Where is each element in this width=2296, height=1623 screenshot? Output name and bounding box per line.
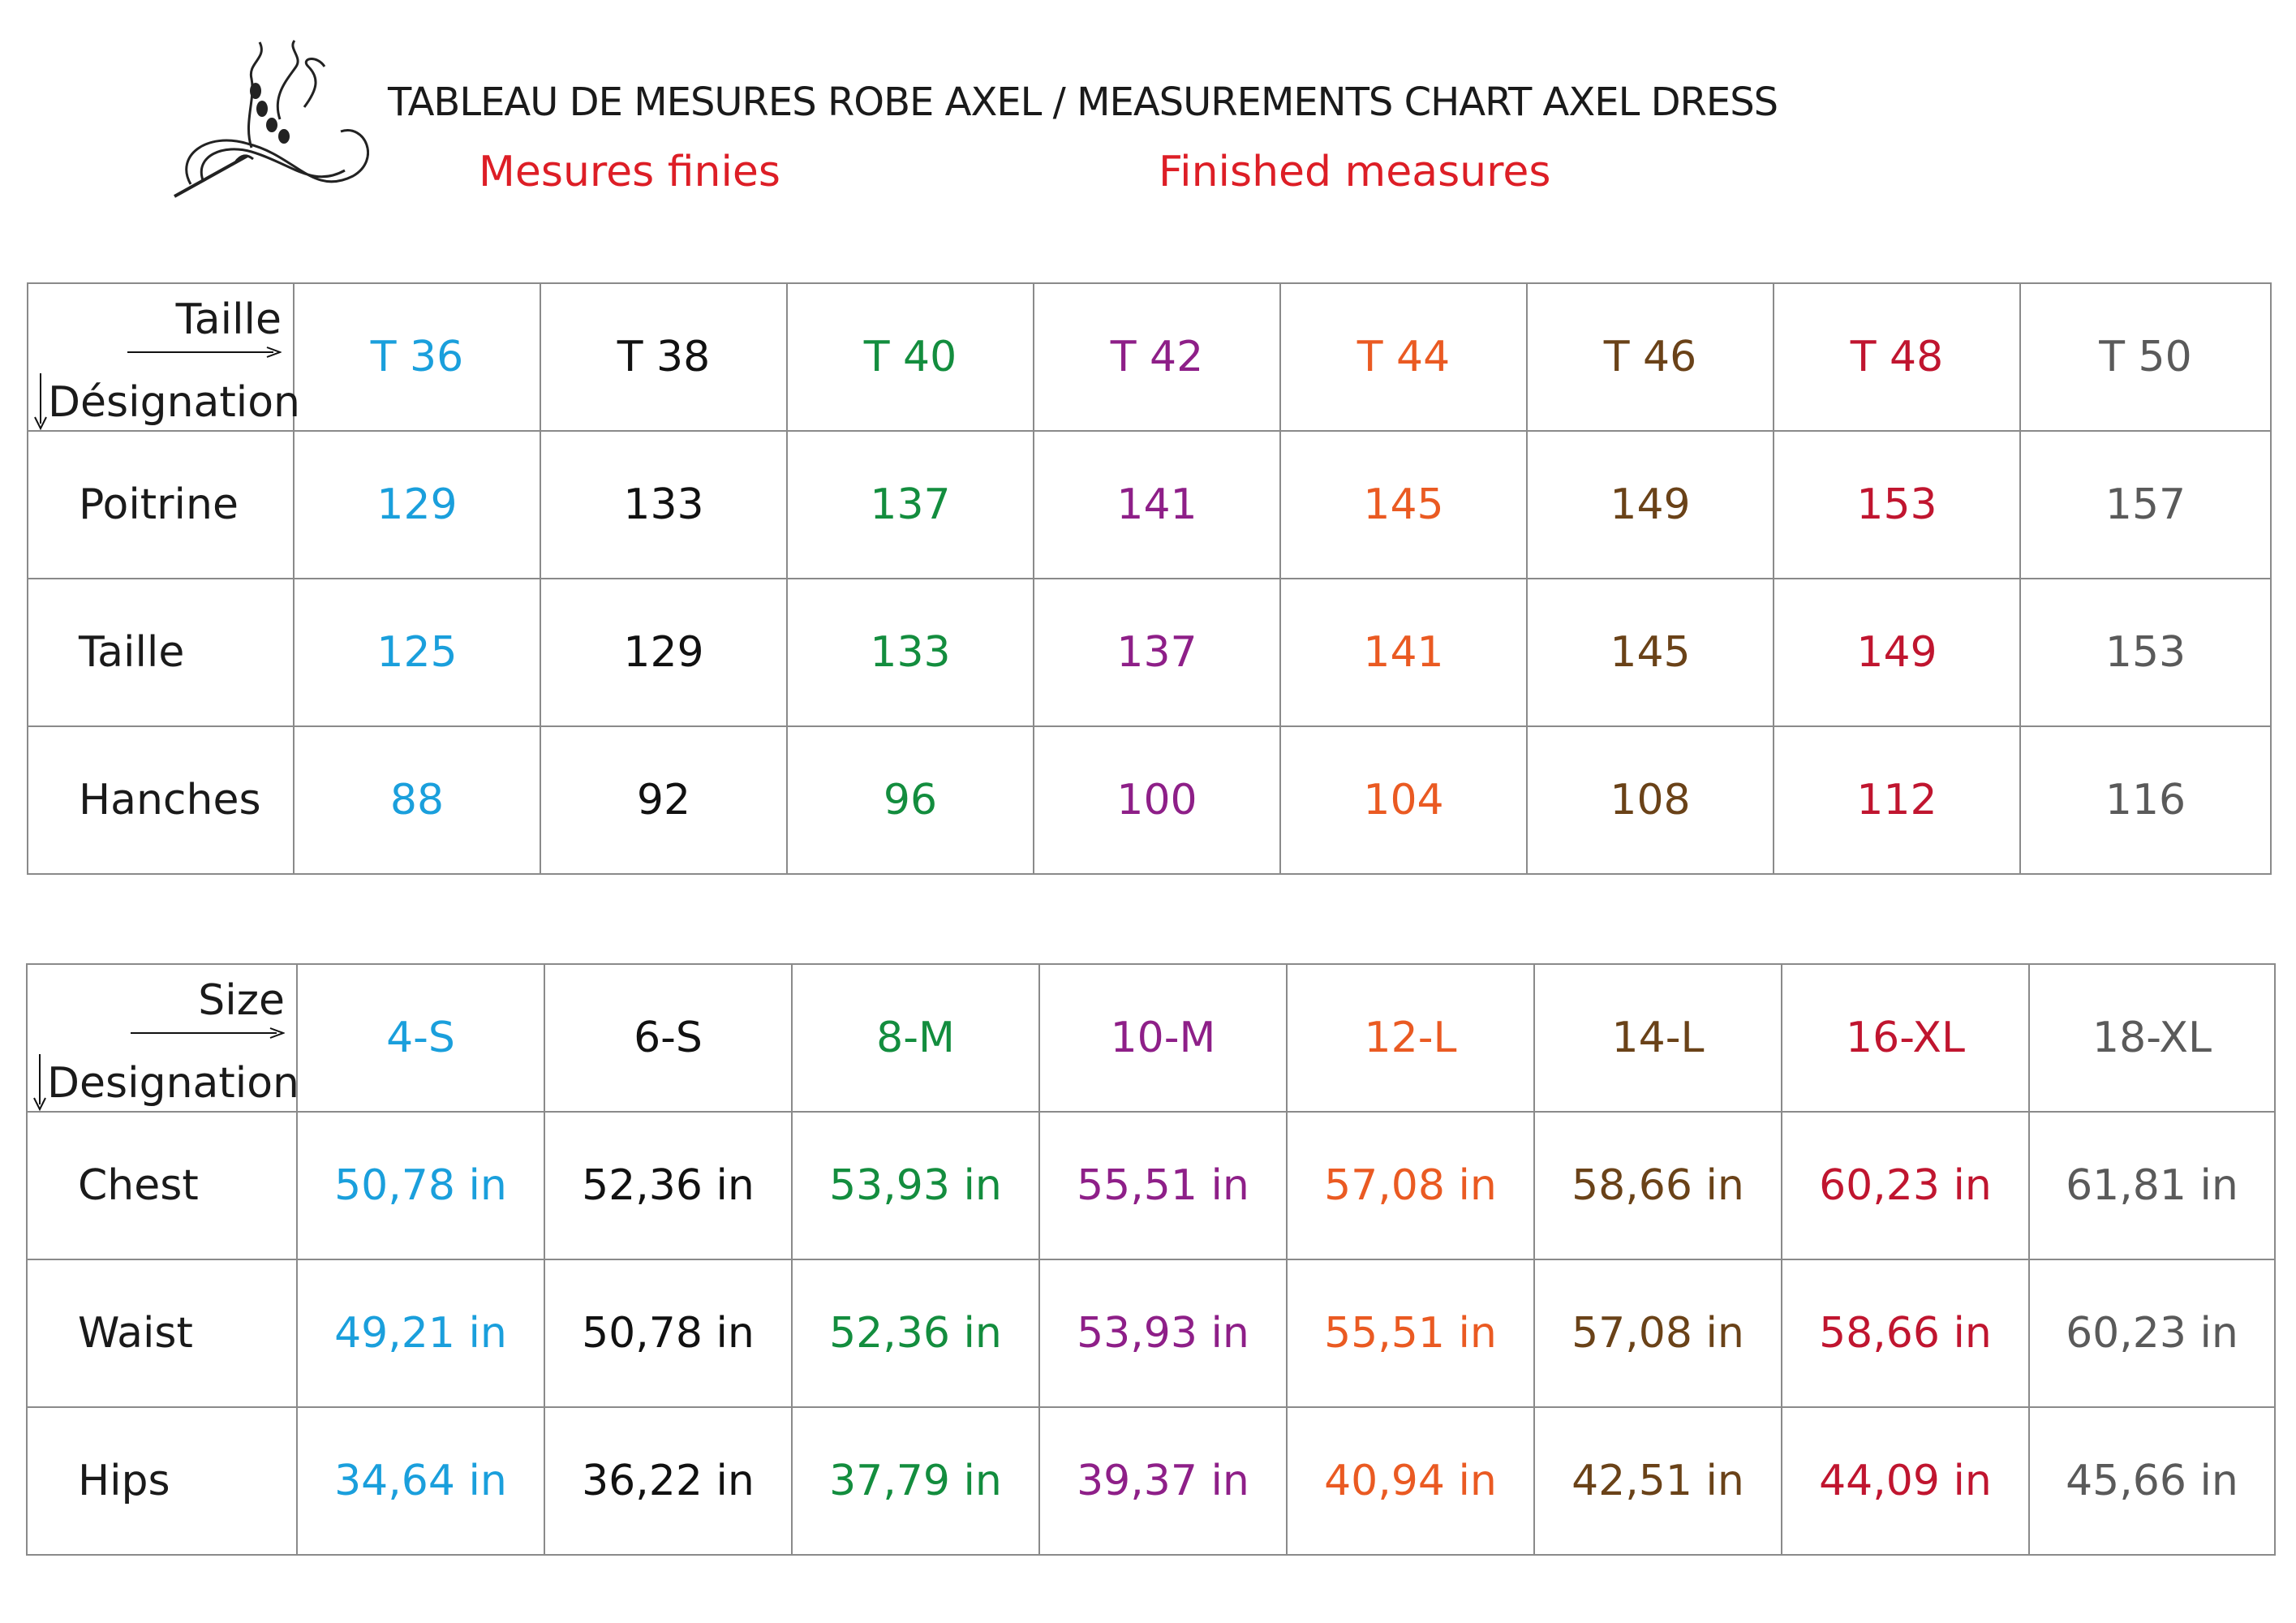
table-row: Taille 125 129 133 137 141 145 149 153 bbox=[27, 578, 2272, 727]
size-header: 16-XL bbox=[1781, 963, 2030, 1113]
size-header: T 42 bbox=[1033, 282, 1281, 432]
row-label: Taille bbox=[27, 578, 295, 727]
measure-cell: 92 bbox=[540, 725, 788, 875]
size-header: T 40 bbox=[786, 282, 1034, 432]
table-row: Poitrine 129 133 137 141 145 149 153 157 bbox=[27, 430, 2272, 579]
measure-cell: 49,21 in bbox=[296, 1259, 545, 1408]
measure-cell: 96 bbox=[786, 725, 1034, 875]
measure-cell: 157 bbox=[2019, 430, 2272, 579]
table-row: Hanches 88 92 96 100 104 108 112 116 bbox=[27, 725, 2272, 875]
needle-thread-logo bbox=[174, 40, 369, 198]
measure-cell: 50,78 in bbox=[544, 1259, 793, 1408]
measure-cell: 145 bbox=[1279, 430, 1528, 579]
column-header-label: Size bbox=[198, 976, 285, 1025]
arrow-right-icon bbox=[131, 1027, 285, 1039]
arrow-right-icon bbox=[127, 347, 282, 358]
row-label: Hips bbox=[26, 1406, 298, 1556]
measure-cell: 34,64 in bbox=[296, 1406, 545, 1556]
measure-cell: 40,94 in bbox=[1286, 1406, 1535, 1556]
chart-title: TABLEAU DE MESURES ROBE AXEL / MEASUREME… bbox=[388, 80, 1778, 125]
arrow-down-icon bbox=[33, 1054, 46, 1111]
measure-cell: 149 bbox=[1773, 578, 2021, 727]
size-header: T 46 bbox=[1526, 282, 1774, 432]
column-header-label: Taille bbox=[175, 295, 282, 344]
measure-cell: 55,51 in bbox=[1286, 1259, 1535, 1408]
measurements-table-en: Size Designation 4-S 6-S 8-M 10-M 12-L 1… bbox=[26, 963, 2276, 1556]
measure-cell: 52,36 in bbox=[791, 1259, 1040, 1408]
row-header-label: Designation bbox=[47, 1059, 300, 1108]
size-header: T 38 bbox=[540, 282, 788, 432]
measurements-table-fr: Taille Désignation T 36 T 38 T 40 T 42 T… bbox=[27, 282, 2272, 875]
measure-cell: 58,66 in bbox=[1533, 1111, 1782, 1260]
table-row: Waist 49,21 in 50,78 in 52,36 in 53,93 i… bbox=[26, 1259, 2276, 1408]
measure-cell: 55,51 in bbox=[1038, 1111, 1288, 1260]
measure-cell: 149 bbox=[1526, 430, 1774, 579]
measure-cell: 60,23 in bbox=[1781, 1111, 2030, 1260]
row-label: Poitrine bbox=[27, 430, 295, 579]
corner-cell: Size Designation bbox=[26, 963, 300, 1113]
size-header: 4-S bbox=[296, 963, 545, 1113]
size-header: 12-L bbox=[1286, 963, 1535, 1113]
table-row: Chest 50,78 in 52,36 in 53,93 in 55,51 i… bbox=[26, 1111, 2276, 1260]
measure-cell: 52,36 in bbox=[544, 1111, 793, 1260]
measure-cell: 39,37 in bbox=[1038, 1406, 1288, 1556]
measure-cell: 153 bbox=[2019, 578, 2272, 727]
size-header: 10-M bbox=[1038, 963, 1288, 1113]
size-header: 14-L bbox=[1533, 963, 1782, 1113]
table-header-row: Size Designation 4-S 6-S 8-M 10-M 12-L 1… bbox=[26, 963, 2276, 1113]
measure-cell: 88 bbox=[293, 725, 541, 875]
row-label: Hanches bbox=[27, 725, 295, 875]
size-header: T 36 bbox=[293, 282, 541, 432]
measure-cell: 61,81 in bbox=[2028, 1111, 2276, 1260]
size-header: 8-M bbox=[791, 963, 1040, 1113]
subtitle-french: Mesures finies bbox=[479, 148, 780, 196]
table-header-row: Taille Désignation T 36 T 38 T 40 T 42 T… bbox=[27, 282, 2272, 432]
corner-cell: Taille Désignation bbox=[27, 282, 300, 432]
table-row: Hips 34,64 in 36,22 in 37,79 in 39,37 in… bbox=[26, 1406, 2276, 1556]
size-header: T 44 bbox=[1279, 282, 1528, 432]
arrow-down-icon bbox=[34, 373, 47, 430]
measure-cell: 53,93 in bbox=[791, 1111, 1040, 1260]
measure-cell: 58,66 in bbox=[1781, 1259, 2030, 1408]
measure-cell: 137 bbox=[786, 430, 1034, 579]
measure-cell: 60,23 in bbox=[2028, 1259, 2276, 1408]
measure-cell: 133 bbox=[540, 430, 788, 579]
measure-cell: 53,93 in bbox=[1038, 1259, 1288, 1408]
measure-cell: 137 bbox=[1033, 578, 1281, 727]
measure-cell: 129 bbox=[293, 430, 541, 579]
row-label: Chest bbox=[26, 1111, 298, 1260]
measure-cell: 100 bbox=[1033, 725, 1281, 875]
measure-cell: 112 bbox=[1773, 725, 2021, 875]
measure-cell: 42,51 in bbox=[1533, 1406, 1782, 1556]
measure-cell: 50,78 in bbox=[296, 1111, 545, 1260]
size-header: T 48 bbox=[1773, 282, 2021, 432]
measure-cell: 153 bbox=[1773, 430, 2021, 579]
measure-cell: 57,08 in bbox=[1286, 1111, 1535, 1260]
measure-cell: 125 bbox=[293, 578, 541, 727]
size-header: 18-XL bbox=[2028, 963, 2276, 1113]
measure-cell: 36,22 in bbox=[544, 1406, 793, 1556]
measure-cell: 104 bbox=[1279, 725, 1528, 875]
row-header-label: Désignation bbox=[48, 378, 301, 427]
row-label: Waist bbox=[26, 1259, 298, 1408]
measure-cell: 133 bbox=[786, 578, 1034, 727]
measure-cell: 57,08 in bbox=[1533, 1259, 1782, 1408]
size-header: 6-S bbox=[544, 963, 793, 1113]
measure-cell: 141 bbox=[1033, 430, 1281, 579]
measure-cell: 37,79 in bbox=[791, 1406, 1040, 1556]
size-header: T 50 bbox=[2019, 282, 2272, 432]
measure-cell: 108 bbox=[1526, 725, 1774, 875]
measure-cell: 116 bbox=[2019, 725, 2272, 875]
measure-cell: 45,66 in bbox=[2028, 1406, 2276, 1556]
measure-cell: 145 bbox=[1526, 578, 1774, 727]
measure-cell: 141 bbox=[1279, 578, 1528, 727]
measure-cell: 44,09 in bbox=[1781, 1406, 2030, 1556]
measure-cell: 129 bbox=[540, 578, 788, 727]
subtitle-english: Finished measures bbox=[1159, 148, 1551, 196]
